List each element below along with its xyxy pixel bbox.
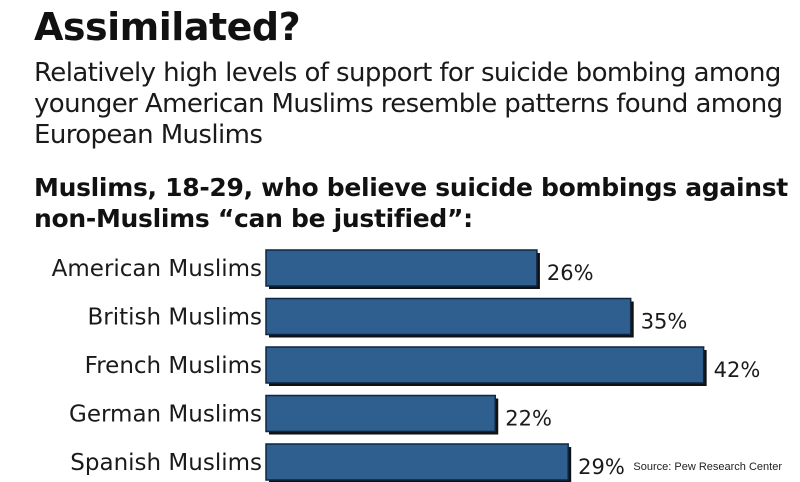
bars-group xyxy=(265,249,707,482)
bar-german-muslims xyxy=(265,394,496,433)
chart-heading: Muslims, 18-29, who believe suicide bomb… xyxy=(34,173,788,233)
bar-spanish-muslims xyxy=(265,443,569,481)
value-label-american-muslims: 26% xyxy=(547,261,594,285)
value-label-british-muslims: 35% xyxy=(641,310,688,334)
category-label-british-muslims: British Muslims xyxy=(88,305,262,331)
chart-title: Assimilated? xyxy=(34,5,301,49)
category-label-spanish-muslims: Spanish Muslims xyxy=(70,450,262,476)
category-label-american-muslims: American Muslims xyxy=(52,256,262,282)
value-label-french-muslims: 42% xyxy=(714,358,761,382)
labels-group: American Muslims 26% British Muslims 35% Fre… xyxy=(52,256,761,479)
value-label-german-muslims: 22% xyxy=(505,407,552,431)
bar-british-muslims xyxy=(265,297,632,336)
source-note: Source: Pew Research Center xyxy=(633,461,782,473)
value-label-spanish-muslims: 29% xyxy=(578,455,625,479)
bar-american-muslims xyxy=(265,249,538,287)
category-label-french-muslims: French Muslims xyxy=(85,353,262,379)
bar-french-muslims xyxy=(265,346,705,384)
category-label-german-muslims: German Muslims xyxy=(69,402,262,428)
chart-subtitle: Relatively high levels of support for su… xyxy=(34,58,783,150)
